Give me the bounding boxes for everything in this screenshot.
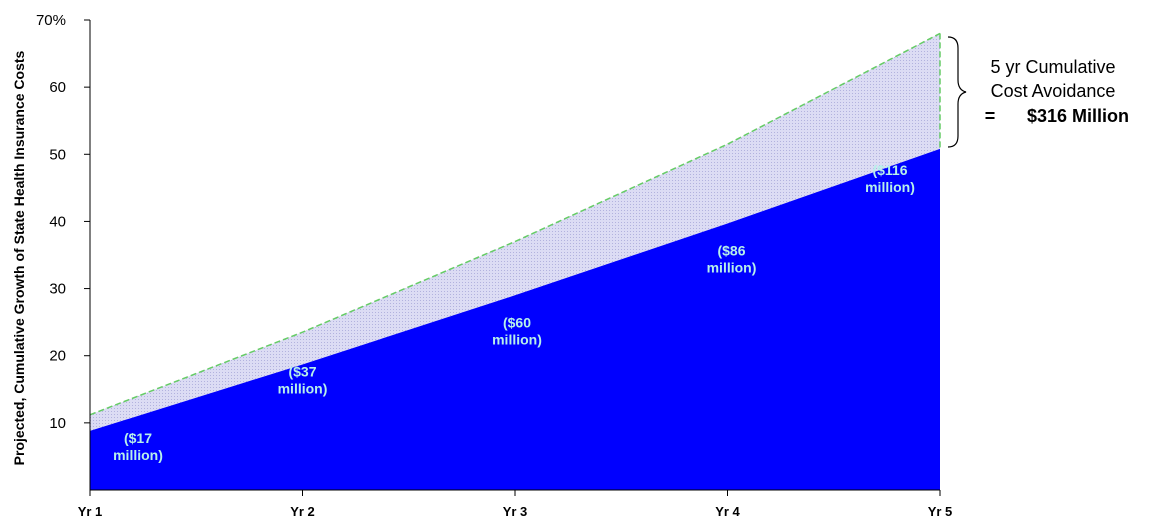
data-label: ($86	[717, 242, 745, 258]
y-tick-label: 10	[49, 415, 66, 432]
data-label: million)	[113, 447, 163, 463]
y-tick-label: 30	[49, 281, 66, 298]
annotation-total: $316 Million	[1027, 106, 1129, 126]
data-label: million)	[865, 179, 915, 195]
curly-brace	[947, 36, 967, 148]
actual-area	[90, 148, 940, 490]
data-label: ($17	[124, 430, 152, 446]
y-tick-label: 70%	[36, 12, 66, 29]
projected-area-edge	[89, 32, 941, 416]
data-label: ($60	[503, 314, 531, 330]
annotation-line-1: 5 yr Cumulative	[990, 57, 1115, 77]
y-tick-label: 20	[49, 348, 66, 365]
y-tick-label: 50	[49, 146, 66, 163]
data-label: million)	[278, 380, 328, 396]
x-tick-label: Yr 5	[928, 504, 953, 519]
x-tick-label: Yr 3	[503, 504, 528, 519]
data-label: ($116	[872, 162, 907, 178]
data-label: million)	[492, 331, 542, 347]
x-tick-label: Yr 1	[78, 504, 103, 519]
data-label: ($37	[288, 363, 316, 379]
x-tick-label: Yr 4	[715, 504, 740, 519]
y-tick-label: 40	[49, 213, 66, 230]
y-tick-label: 60	[49, 79, 66, 96]
x-tick-label: Yr 2	[290, 504, 315, 519]
cost-avoidance-annotation: 5 yr Cumulative Cost Avoidance = $316 Mi…	[947, 36, 1129, 148]
y-axis-title: Projected, Cumulative Growth of State He…	[11, 50, 27, 465]
annotation-line-2: Cost Avoidance	[991, 81, 1116, 101]
data-label: million)	[707, 259, 757, 275]
annotation-equals: =	[985, 106, 996, 126]
